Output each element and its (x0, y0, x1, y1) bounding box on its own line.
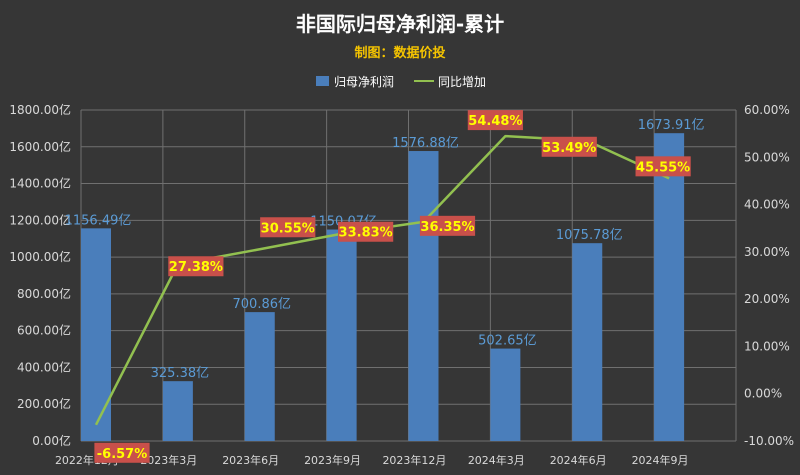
bar-value-label: 325.38亿 (151, 366, 210, 381)
pct-label-box (541, 136, 597, 157)
bar-value-label: 700.86亿 (233, 297, 292, 312)
legend-label-line: 同比增加 (438, 75, 486, 89)
pct-label: 45.55% (636, 160, 690, 175)
y-left-tick-label: 1200.00亿 (9, 212, 71, 227)
bar (490, 348, 521, 441)
pct-label: 53.49% (542, 141, 596, 156)
y-left-tick-label: 1400.00亿 (9, 176, 71, 191)
y-right-tick-label: 30.00% (744, 245, 790, 259)
bar-value-label: 1075.78亿 (556, 228, 623, 243)
pct-label-box (635, 156, 691, 177)
y-right-tick-label: -10.00% (744, 434, 794, 448)
pct-label-box (467, 110, 523, 131)
pct-label-box (338, 221, 394, 242)
chart-subtitle: 制图：数据价投 (354, 46, 446, 61)
bar-value-label: 1576.88亿 (392, 136, 459, 151)
y-right-tick-label: 0.00% (744, 387, 782, 401)
legend-swatch-bar (316, 76, 329, 86)
bar (408, 151, 439, 441)
y-right-tick-label: 20.00% (744, 292, 790, 306)
pct-label: 36.35% (420, 220, 474, 235)
bar (162, 381, 193, 441)
x-tick-label: 2023年9月 (304, 453, 361, 467)
bar (654, 133, 685, 441)
pct-label: 27.38% (169, 260, 223, 275)
x-tick-label: 2024年6月 (550, 453, 607, 467)
pct-label: -6.57% (97, 447, 148, 462)
x-tick-label: 2023年3月 (140, 453, 197, 467)
pct-label: 54.48% (468, 114, 522, 129)
pct-label: 33.83% (339, 226, 393, 241)
bar-value-label: 502.65亿 (478, 334, 537, 349)
y-left-tick-label: 400.00亿 (17, 359, 71, 374)
y-left-tick-label: 800.00亿 (17, 286, 71, 301)
y-right-tick-label: 40.00% (744, 198, 790, 212)
legend-label-bar: 归母净利润 (334, 75, 394, 89)
bar (244, 312, 275, 441)
x-tick-label: 2024年3月 (468, 453, 525, 467)
x-tick-label: 2023年12月 (382, 453, 446, 467)
bar-value-label: 1673.91亿 (638, 118, 705, 133)
bar-value-label: 1156.49亿 (65, 213, 132, 228)
y-right-tick-label: 10.00% (744, 339, 790, 353)
pct-label-box (419, 215, 476, 236)
pct-label-box (168, 256, 224, 277)
y-right-tick-label: 50.00% (744, 150, 790, 164)
y-left-tick-label: 0.00亿 (32, 433, 71, 448)
pct-label-box (260, 217, 316, 238)
bar (81, 228, 111, 441)
chart-title: 非国际归母净利润-累计 (295, 12, 505, 36)
y-right-tick-label: 60.00% (744, 103, 790, 117)
y-left-tick-label: 600.00亿 (17, 323, 71, 338)
y-left-tick-label: 200.00亿 (17, 396, 71, 411)
y-left-tick-label: 1600.00亿 (9, 139, 71, 154)
bar (326, 229, 357, 441)
y-left-tick-label: 1000.00亿 (9, 249, 71, 264)
y-left-tick-label: 1800.00亿 (9, 102, 71, 117)
x-tick-label: 2024年9月 (632, 453, 689, 467)
x-tick-label: 2023年6月 (222, 453, 279, 467)
pct-label: 30.55% (261, 221, 315, 236)
bar (572, 243, 603, 441)
pct-label-box (94, 442, 150, 463)
